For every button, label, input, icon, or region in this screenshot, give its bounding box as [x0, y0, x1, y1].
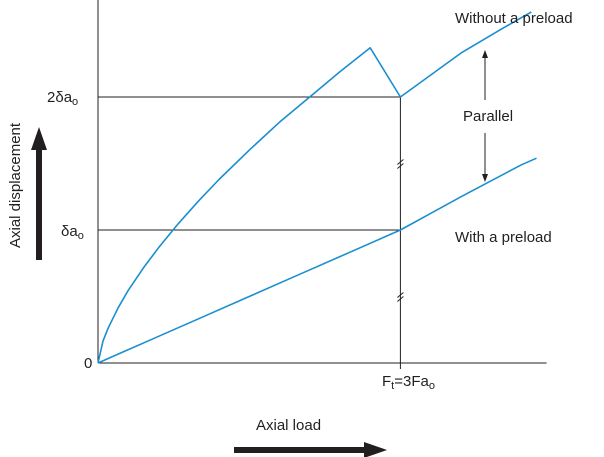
origin-label: 0 [84, 355, 92, 372]
break-mark-1 [397, 159, 404, 169]
series-line-with-preload [97, 157, 537, 364]
guide-lines [98, 96, 401, 369]
parallel-annotation: Parallel [463, 108, 513, 125]
series-group [97, 11, 537, 364]
series-line-without-preload [97, 11, 532, 364]
y-axis-title: Axial displacement [7, 122, 24, 248]
x-axis-arrow [234, 442, 387, 457]
y-marker-label-2: 2δao [47, 89, 78, 108]
parallel-arrowhead-down [482, 174, 488, 182]
y-axis-arrow [31, 127, 47, 260]
break-stroke [397, 159, 404, 165]
x-axis-title: Axial load [256, 417, 321, 434]
annotations [397, 50, 488, 302]
x-marker-label: Ft=3Fao [382, 373, 435, 392]
break-mark-2 [397, 292, 404, 302]
parallel-arrowhead-up [482, 50, 488, 58]
break-stroke [397, 296, 404, 302]
break-stroke [397, 163, 404, 169]
y-marker-label-1: δao [61, 223, 84, 242]
series-label-with-preload: With a preload [455, 229, 552, 246]
break-stroke [397, 292, 404, 298]
series-label-without-preload: Without a preload [455, 10, 573, 27]
axes [97, 0, 547, 364]
